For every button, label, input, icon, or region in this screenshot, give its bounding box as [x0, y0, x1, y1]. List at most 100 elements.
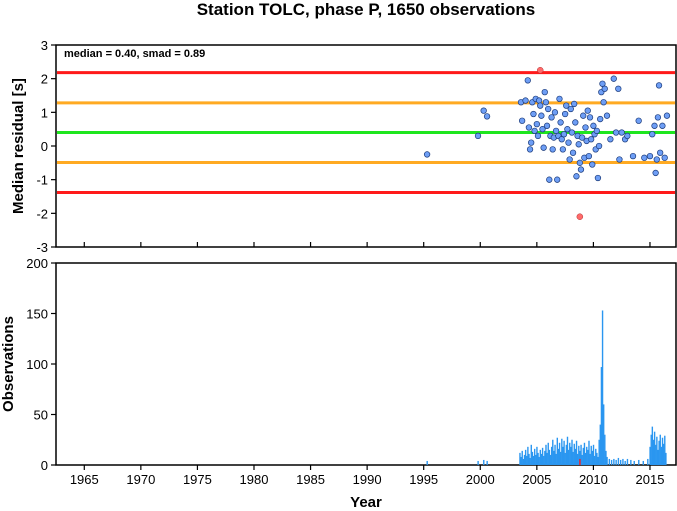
observations-y-tick-label: 100: [26, 357, 48, 372]
x-axis-label: Year: [350, 494, 382, 511]
residual-y-ticks: 3 2 1 0 -1 -2 -3: [36, 38, 56, 255]
observation-bar: [664, 435, 666, 465]
observation-bar: [426, 460, 428, 465]
residual-point: [607, 136, 614, 143]
residual-point: [649, 131, 656, 138]
residual-point: [522, 97, 529, 104]
observation-bar: [533, 448, 536, 465]
residual-point: [549, 146, 556, 153]
observation-bar: [649, 446, 651, 465]
residual-point: [572, 119, 579, 126]
outlier-point: [536, 67, 544, 74]
observation-bar: [593, 455, 596, 465]
observation-bar: [653, 431, 656, 465]
residual-point: [539, 126, 546, 133]
chart-title: Station TOLC, phase P, 1650 observations: [197, 0, 536, 19]
residual-point: [594, 174, 602, 182]
observation-bar: [564, 452, 566, 465]
observation-bar: [658, 440, 660, 465]
observation-bar: [532, 455, 535, 465]
observation-bar: [606, 456, 608, 465]
residual-point: [563, 102, 570, 109]
observation-bar: [557, 448, 560, 465]
observation-bar: [530, 444, 532, 465]
residual-point: [595, 142, 603, 150]
observation-bar: [659, 434, 661, 465]
observation-bar: [578, 445, 580, 465]
residual-point: [573, 173, 580, 180]
observations-y-tick-label: 50: [34, 408, 48, 423]
outlier-point: [576, 213, 584, 220]
residual-point: [586, 114, 594, 121]
observation-bar: [657, 449, 659, 465]
residual-point: [629, 152, 637, 160]
observation-bar: [550, 446, 553, 465]
year-tick-label: 1980: [240, 472, 269, 487]
residual-point: [540, 144, 547, 151]
observation-bar: [579, 450, 581, 465]
observation-bar: [573, 443, 575, 465]
residual-point: [538, 112, 545, 119]
observation-bar: [546, 452, 548, 465]
residual-point: [575, 141, 582, 148]
year-tick-label: 2000: [466, 472, 495, 487]
residual-point: [524, 77, 531, 84]
observation-bar: [650, 434, 652, 465]
observation-bar: [633, 460, 635, 465]
observation-bars: [426, 310, 667, 465]
observation-bar: [651, 426, 654, 465]
observations-y-tick-label: 0: [41, 458, 48, 473]
residual-y-axis-label: Median residual [s]: [10, 78, 27, 214]
residual-y-tick-label: 1: [41, 105, 48, 120]
stats-annotation: median = 0.40, smad = 0.89: [64, 48, 205, 60]
residual-point: [599, 80, 606, 87]
residual-point: [646, 152, 654, 160]
residual-y-tick-label: -3: [36, 240, 48, 255]
observation-bar: [592, 444, 595, 465]
residual-point: [616, 156, 623, 163]
residual-point: [584, 107, 591, 114]
residual-point: [528, 139, 535, 146]
residual-point: [582, 124, 589, 131]
observation-bar: [589, 453, 591, 465]
observation-bar: [642, 460, 644, 465]
residual-point: [557, 119, 564, 126]
residual-point: [655, 82, 663, 89]
residual-point: [635, 117, 642, 124]
observation-bar: [527, 446, 529, 465]
residual-point: [559, 146, 567, 153]
observations-y-axis-label: Observations: [0, 316, 17, 412]
residual-point: [530, 110, 537, 118]
observation-bar: [604, 434, 606, 465]
residual-point: [601, 85, 608, 92]
observation-bar: [624, 460, 626, 465]
residual-point: [565, 139, 572, 146]
residual-point: [585, 152, 593, 160]
residual-point: [546, 176, 553, 183]
residual-point: [653, 156, 660, 163]
residual-point: [615, 85, 622, 92]
observation-bar: [574, 448, 577, 465]
residual-point: [542, 99, 550, 106]
observation-bar: [548, 449, 551, 465]
residual-point: [560, 131, 568, 138]
observation-bar: [540, 453, 543, 465]
observation-bar: [580, 444, 582, 465]
observation-bar: [544, 450, 546, 465]
observation-bar: [584, 452, 587, 465]
observation-bar: [569, 442, 571, 465]
observation-bar: [595, 448, 597, 465]
residual-point: [567, 105, 574, 113]
residual-point: [661, 154, 668, 161]
residual-point: [587, 136, 595, 143]
observation-bar: [583, 442, 586, 465]
observation-bar: [523, 454, 526, 465]
residual-point: [556, 95, 563, 103]
year-tick-label: 1970: [126, 472, 155, 487]
residual-point: [551, 109, 559, 116]
residual-point: [651, 122, 658, 129]
observations-y-ticks: 200 150 100 50 0: [26, 256, 56, 473]
observation-bar: [545, 444, 547, 465]
residual-point: [624, 132, 631, 140]
